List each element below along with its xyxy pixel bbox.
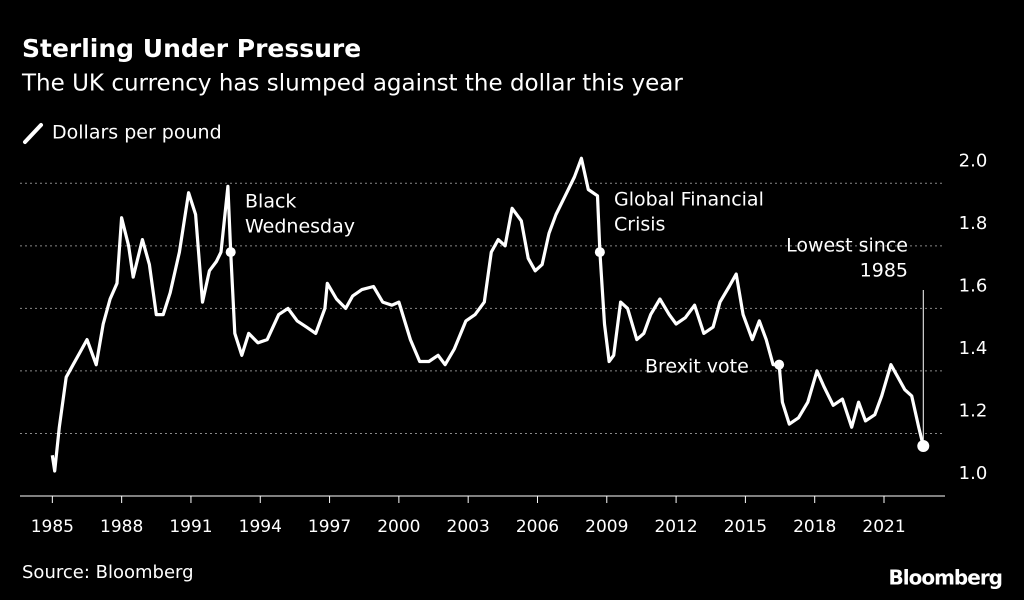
- x-tick-label: 2003: [447, 517, 490, 537]
- annotation-text: Crisis: [614, 214, 665, 236]
- legend-label: Dollars per pound: [52, 122, 222, 144]
- chart-subtitle: The UK currency has slumped against the …: [21, 71, 683, 97]
- y-tick-label: 1.8: [959, 213, 988, 234]
- annotation-text: Black: [245, 191, 296, 213]
- y-tick-label: 1.6: [959, 275, 988, 296]
- x-tick-label: 1985: [31, 517, 74, 537]
- annotation-dot: [774, 359, 785, 370]
- x-tick-label: 2000: [377, 517, 420, 537]
- annotation-text: Lowest since: [786, 235, 908, 257]
- annotation-dot: [594, 247, 605, 258]
- annotation-text: Wednesday: [245, 216, 355, 238]
- y-tick-label: 1.2: [959, 400, 988, 421]
- annotation-text: Brexit vote: [645, 356, 749, 378]
- x-tick-label: 1994: [239, 517, 282, 537]
- annotation-text: 1985: [860, 260, 908, 282]
- chart-title: Sterling Under Pressure: [22, 34, 361, 63]
- x-tick-label: 2009: [585, 517, 628, 537]
- x-tick-label: 2021: [862, 517, 905, 537]
- annotation-dot: [225, 247, 236, 258]
- legend-swatch: [23, 123, 43, 144]
- x-tick-label: 2012: [654, 517, 697, 537]
- y-tick-label: 2.0: [959, 150, 988, 171]
- x-tick-label: 2015: [724, 517, 767, 537]
- source: Source: Bloomberg: [22, 562, 194, 583]
- y-tick-label: 1.4: [959, 338, 988, 359]
- annotation-dot: [917, 439, 930, 452]
- x-tick-label: 2006: [516, 517, 559, 537]
- brand: Bloomberg: [889, 566, 1002, 590]
- y-tick-label: 1.0: [959, 463, 988, 484]
- x-tick-label: 1997: [308, 517, 351, 537]
- annotation-text: Global Financial: [614, 189, 764, 211]
- x-tick-label: 1991: [169, 517, 212, 537]
- x-tick-label: 1988: [100, 517, 143, 537]
- x-tick-label: 2018: [793, 517, 836, 537]
